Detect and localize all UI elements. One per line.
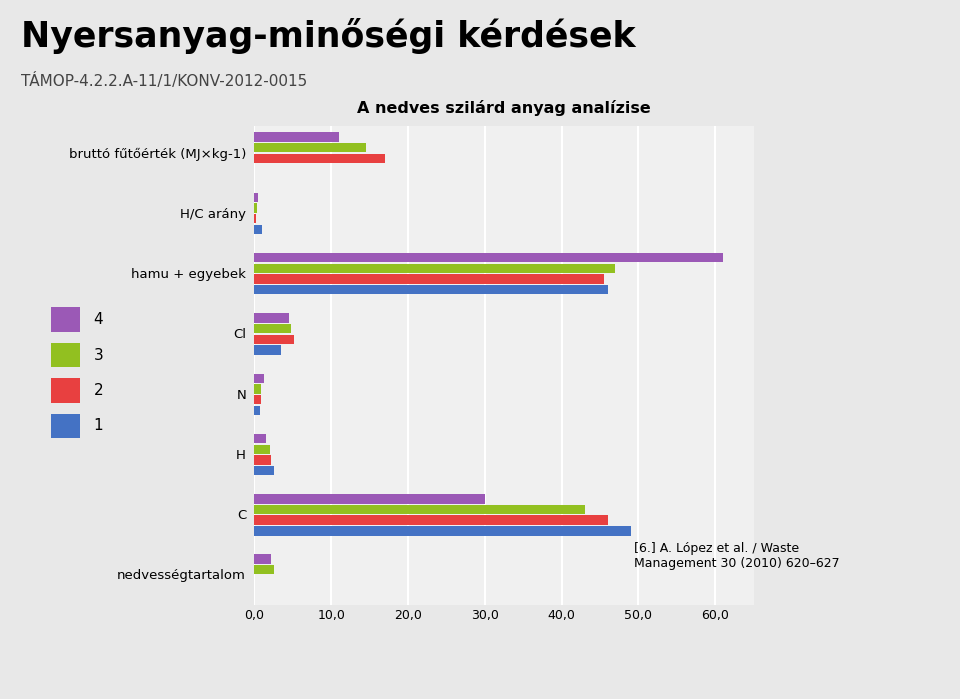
Text: TÁMOP-4.2.2.A-11/1/KONV-2012-0015: TÁMOP-4.2.2.A-11/1/KONV-2012-0015 — [21, 73, 307, 89]
Bar — [254, 264, 615, 273]
Bar — [254, 434, 266, 443]
Bar — [254, 565, 274, 575]
Bar — [254, 285, 608, 294]
Bar — [254, 154, 385, 163]
Bar — [254, 405, 260, 415]
Bar — [254, 395, 261, 404]
Bar — [51, 378, 81, 403]
Bar — [254, 324, 291, 333]
Bar — [254, 554, 272, 564]
Bar — [254, 466, 274, 475]
Bar — [254, 515, 608, 525]
Bar — [51, 308, 81, 332]
Bar — [254, 335, 295, 344]
Text: 1: 1 — [94, 418, 104, 433]
Bar — [254, 526, 631, 535]
Bar — [254, 132, 339, 142]
Text: [6.] A. López et al. / Waste
Management 30 (2010) 620–627: [6.] A. López et al. / Waste Management … — [634, 542, 839, 570]
Bar — [254, 494, 485, 503]
Bar — [254, 214, 256, 224]
Bar — [254, 143, 366, 152]
Bar — [254, 193, 258, 202]
Text: Nyersanyag-minőségi kérdések: Nyersanyag-minőségi kérdések — [21, 18, 636, 55]
Text: 2: 2 — [94, 383, 104, 398]
Bar — [254, 313, 289, 323]
Bar — [51, 343, 81, 368]
Bar — [51, 414, 81, 438]
Bar — [254, 224, 262, 234]
Bar — [254, 384, 260, 394]
Text: 4: 4 — [94, 312, 104, 327]
Text: 3: 3 — [94, 347, 104, 363]
Bar — [254, 274, 604, 284]
Bar — [254, 505, 585, 514]
Bar — [254, 203, 256, 212]
Bar — [254, 345, 281, 354]
Bar — [254, 373, 264, 383]
Bar — [254, 455, 272, 465]
Bar — [254, 445, 270, 454]
Bar — [254, 253, 723, 262]
Title: A nedves szilárd anyag analízise: A nedves szilárd anyag analízise — [357, 101, 651, 116]
